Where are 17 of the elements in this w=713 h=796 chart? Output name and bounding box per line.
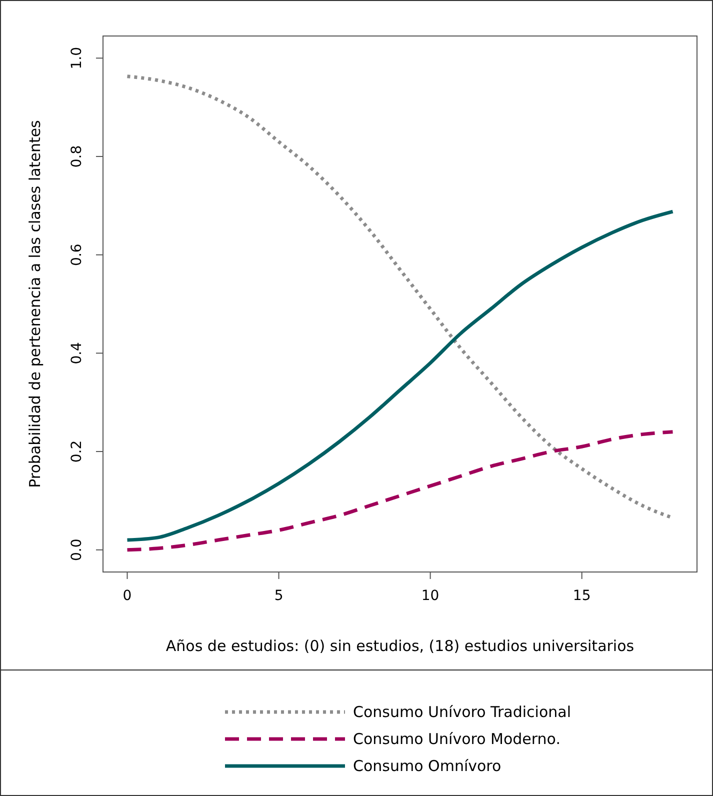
x-axis-title: Años de estudios: (0) sin estudios, (18) estudios universitarios bbox=[166, 637, 634, 655]
legend-label: Consumo Omnívoro bbox=[353, 757, 502, 775]
y-axis-title: Probabilidad de pertenencia a las clases latentes bbox=[26, 120, 44, 488]
legend-label: Consumo Unívoro Moderno. bbox=[353, 730, 560, 748]
x-tick-label: 0 bbox=[122, 588, 132, 604]
y-tick-label: 0.4 bbox=[69, 342, 85, 364]
y-tick-label: 0.8 bbox=[69, 145, 85, 168]
legend-label: Consumo Unívoro Tradicional bbox=[353, 703, 571, 721]
x-tick-label: 10 bbox=[421, 588, 440, 604]
y-tick-label: 0.2 bbox=[69, 440, 85, 463]
x-tick-label: 15 bbox=[572, 588, 591, 604]
y-tick-label: 1.0 bbox=[69, 46, 85, 70]
y-tick-label: 0.6 bbox=[69, 244, 85, 266]
line-series bbox=[125, 210, 675, 542]
x-tick-label: 5 bbox=[274, 588, 284, 604]
y-tick-label: 0.0 bbox=[69, 538, 85, 562]
line-series bbox=[125, 430, 675, 552]
